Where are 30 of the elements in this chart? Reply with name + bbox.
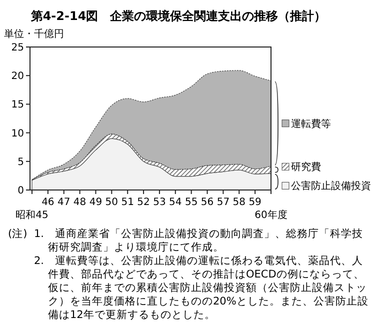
text: 1. 通商産業省「公害防止設備投資の動向調査」、総務庁「科学技術研究調査」より環境庁にて作成。 bbox=[34, 227, 364, 254]
x-tick-label: 昭和45 bbox=[16, 209, 48, 221]
legend-label: 運転費等 bbox=[291, 118, 331, 130]
legend-label: 公害防止設備投資 bbox=[291, 180, 371, 192]
x-tick-label: 51 bbox=[121, 197, 134, 208]
y-tick-label: 5 bbox=[18, 156, 24, 168]
x-tick-label: 58 bbox=[232, 197, 246, 208]
x-tick-label: 53 bbox=[153, 197, 166, 208]
legend-label: 研究費 bbox=[291, 161, 321, 174]
y-tick-label: 10 bbox=[11, 128, 24, 140]
x-tick-label: 47 bbox=[58, 197, 70, 208]
x-tick-label: 54 bbox=[169, 197, 182, 208]
x-tick-label: 60年度 bbox=[254, 209, 288, 221]
y-tick-label: 20 bbox=[11, 71, 24, 82]
x-tick-label: 59 bbox=[248, 197, 262, 208]
y-tick-label: 0 bbox=[18, 186, 24, 196]
x-tick-label: 48 bbox=[73, 197, 86, 208]
x-tick-label: 46 bbox=[42, 197, 54, 208]
x-tick-label: 56 bbox=[200, 197, 214, 208]
x-tick-label: 50 bbox=[105, 197, 118, 208]
y-axis-title: 単位・千億円 bbox=[4, 28, 64, 40]
x-tick-label: 55 bbox=[184, 197, 198, 208]
chart-title: 第4-2-14図 企業の環境保全関連支出の推移（推計） bbox=[30, 9, 326, 23]
text: (注) bbox=[8, 227, 28, 240]
x-tick-label: 57 bbox=[216, 197, 230, 208]
y-tick-label: 15 bbox=[11, 100, 24, 111]
y-tick-label: 25 bbox=[11, 42, 24, 54]
x-tick-label: 52 bbox=[137, 197, 150, 208]
x-tick-label: 49 bbox=[89, 197, 102, 208]
text: 2. 運転費等は、公害防止設備の運転に係わる電気代、薬品代、人件費、部品代などであって、その推計はOECDの例にならって、仮に、前年までの累積公害防止設備投資額（公害防止設備ストック）を当年度価格に直したものの20%とした。また、公害防止設備は12年で更新するものとした。 bbox=[34, 254, 368, 321]
